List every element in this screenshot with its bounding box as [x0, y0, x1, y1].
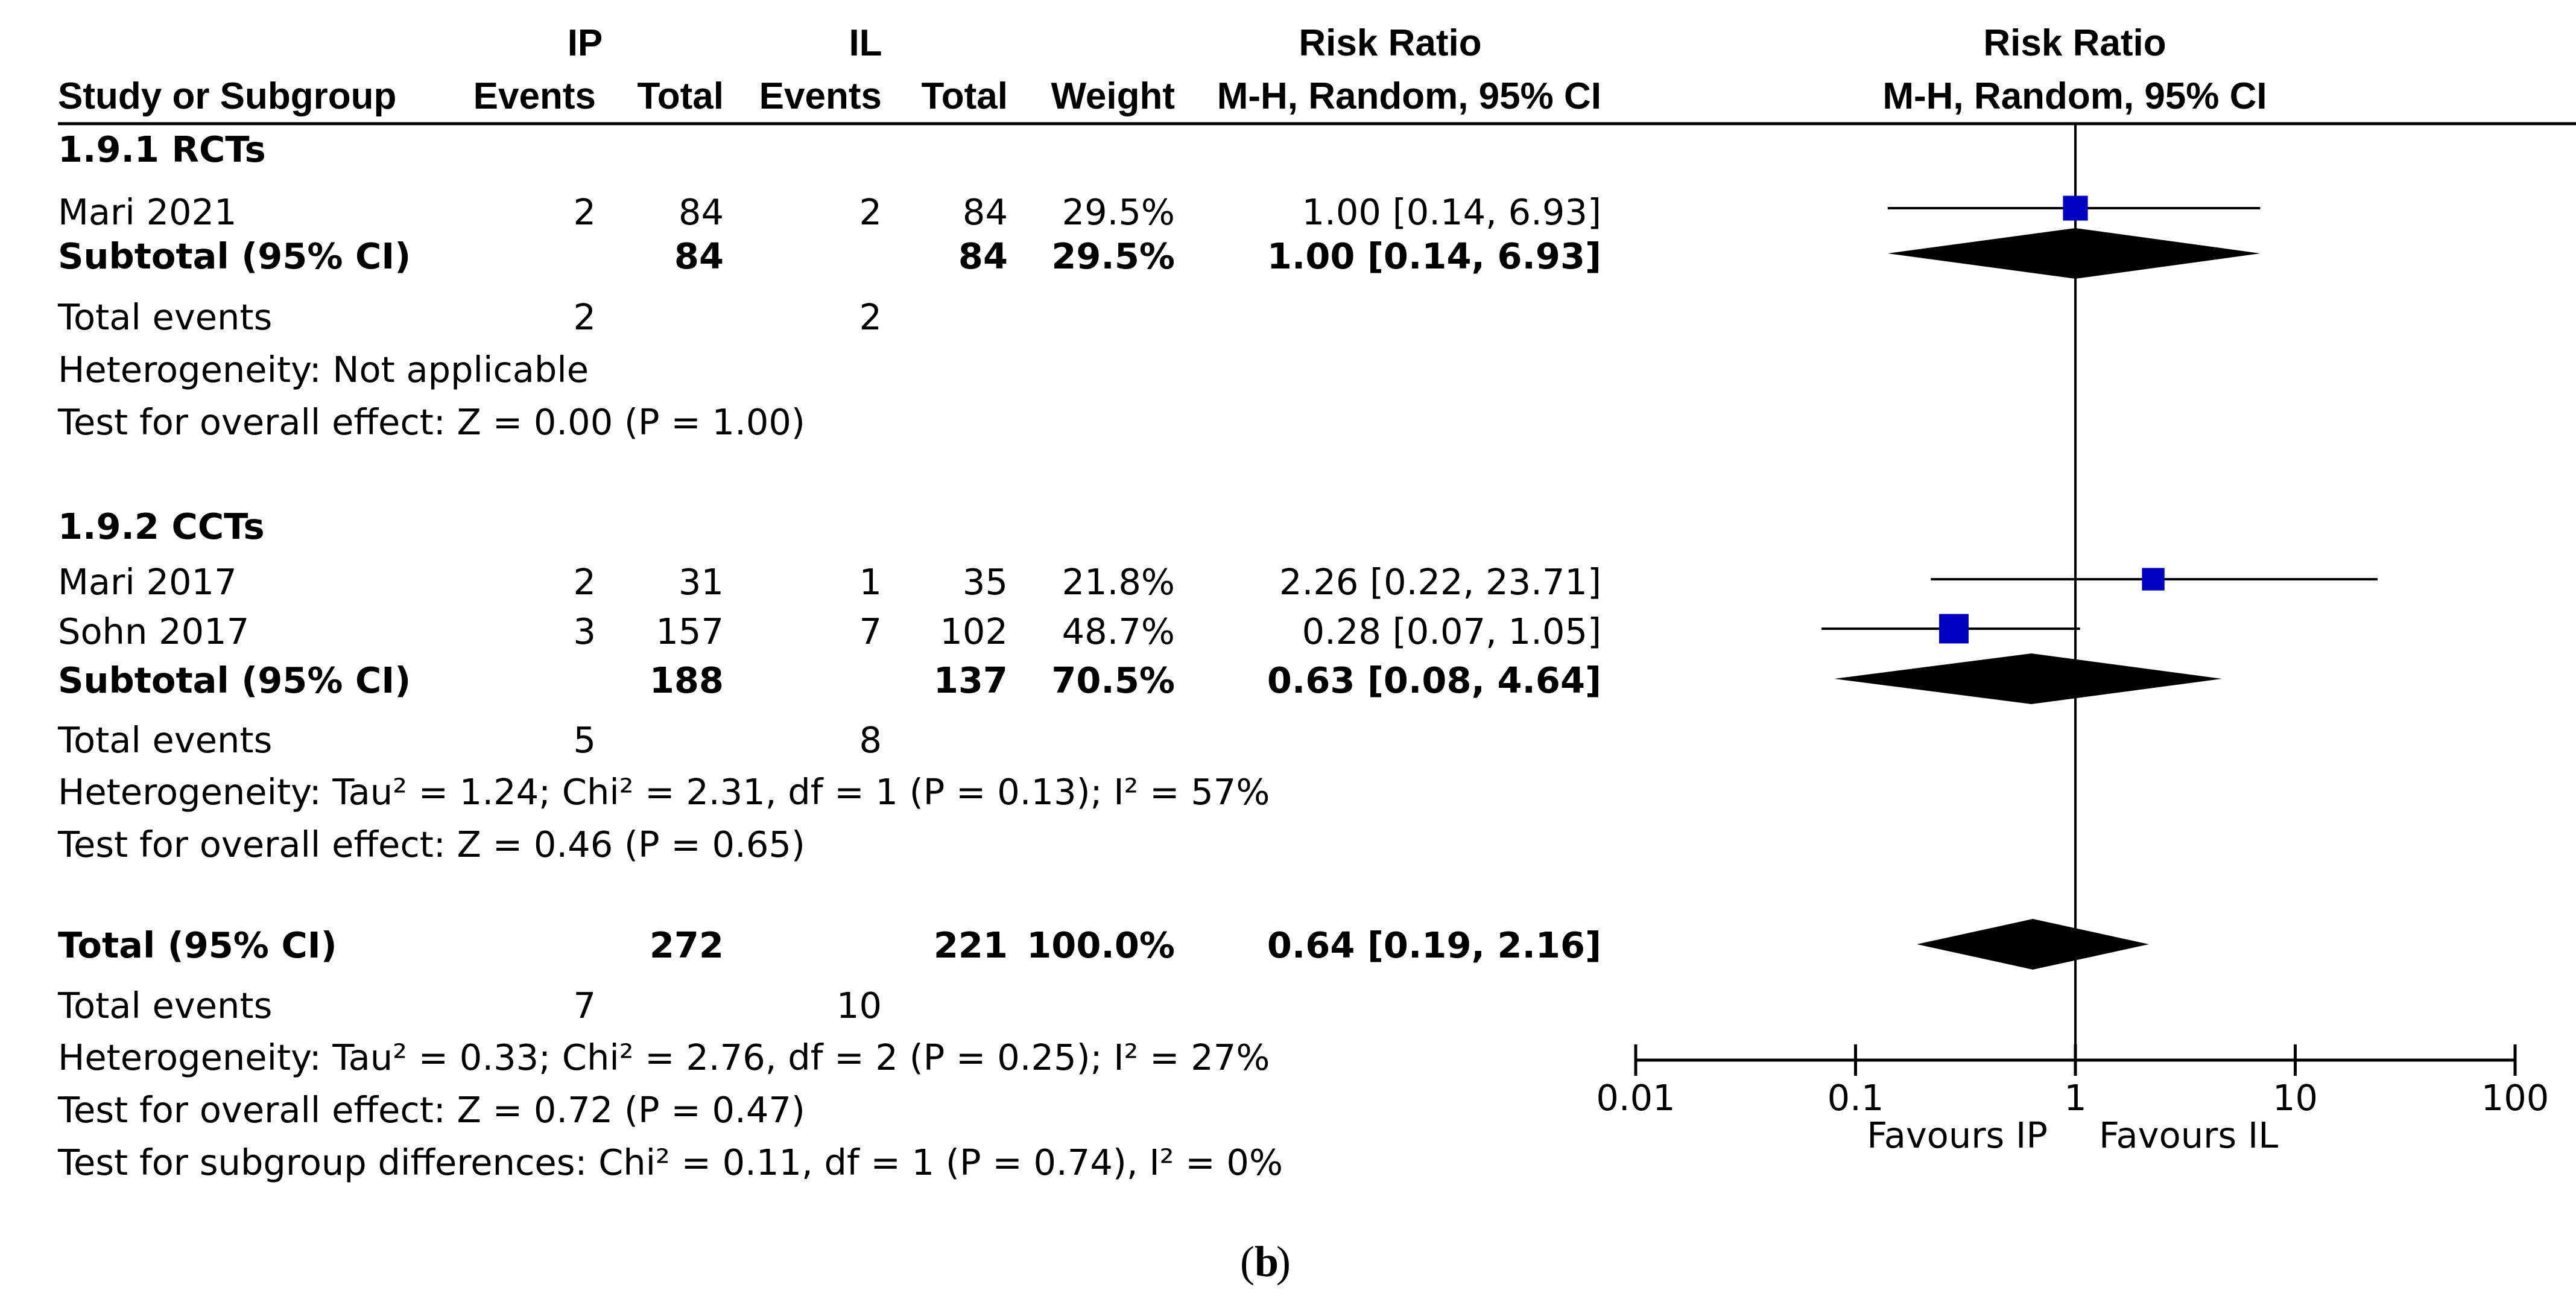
il-events: 1 [859, 561, 882, 603]
study-name: Mari 2021 [58, 191, 237, 233]
study-name: Sohn 2017 [58, 611, 249, 652]
weight-header: Weight [1051, 75, 1176, 117]
heterogeneity-text: Heterogeneity: Tau² = 1.24; Chi² = 2.31,… [58, 771, 1270, 813]
heterogeneity-text: Heterogeneity: Not applicable [58, 349, 589, 390]
effect-method-header: M-H, Random, 95% CI [1217, 75, 1601, 117]
subtotal-label: Subtotal (95% CI) [58, 659, 411, 701]
plot-title: Risk Ratio [1983, 22, 2166, 64]
subtotal-row: Subtotal (95% CI) 84 84 29.5% 1.00 [0.14… [58, 235, 1601, 277]
group1-label: IP [568, 22, 603, 64]
subtotal-effect: 0.63 [0.08, 4.64] [1267, 659, 1601, 701]
overall-effect-text: Test for overall effect: Z = 0.00 (P = 1… [57, 401, 805, 443]
total-weight: 100.0% [1027, 924, 1175, 966]
il-total: 102 [940, 611, 1008, 652]
plot-method-header: M-H, Random, 95% CI [1882, 75, 2267, 117]
ip-subtotal: 188 [650, 659, 724, 701]
ip-subtotal: 84 [674, 235, 724, 277]
study-name: Mari 2017 [58, 561, 237, 603]
effect-ci: 2.26 [0.22, 23.71] [1279, 561, 1601, 603]
study-marker [2142, 568, 2165, 591]
study-row: Mari 2021 2 84 2 84 29.5% 1.00 [0.14, 6.… [58, 191, 1601, 233]
il-events-header: Events [759, 75, 882, 117]
subtotal-label: Subtotal (95% CI) [58, 235, 411, 277]
ip-total: 157 [656, 611, 724, 652]
group2-label: IL [849, 22, 882, 64]
heterogeneity-text: Heterogeneity: Tau² = 0.33; Chi² = 2.76,… [58, 1037, 1270, 1078]
subtotal-effect: 1.00 [0.14, 6.93] [1267, 235, 1601, 277]
axis-tick-label: 0.1 [1828, 1077, 1884, 1119]
ip-total-header: Total [638, 75, 724, 117]
ip-events: 2 [573, 561, 596, 603]
overall-effect-text: Test for overall effect: Z = 0.72 (P = 0… [57, 1089, 805, 1131]
il-events: 7 [859, 611, 882, 652]
weight-value: 29.5% [1062, 191, 1175, 233]
plot-area: 0.01 0.1 1 10 100 Favours IP Favours IL [1596, 124, 2549, 1156]
pooled-diamond [1834, 653, 2222, 704]
pooled-diamond [1887, 228, 2261, 279]
ip-total: 31 [679, 561, 724, 603]
weight-value: 48.7% [1062, 611, 1175, 652]
axis-tick-label: 10 [2273, 1077, 2318, 1119]
study-row: Sohn 2017 3 157 7 102 48.7% 0.28 [0.07, … [58, 611, 1601, 652]
subgroup-differences-text: Test for subgroup differences: Chi² = 0.… [57, 1142, 1283, 1183]
il-subtotal: 137 [934, 659, 1008, 701]
ip-grand-total: 272 [650, 924, 724, 966]
axis-tick-label: 0.01 [1596, 1077, 1675, 1119]
effect-ci: 1.00 [0.14, 6.93] [1302, 191, 1601, 233]
effect-ci: 0.28 [0.07, 1.05] [1302, 611, 1601, 652]
x-axis: 0.01 0.1 1 10 100 [1596, 1044, 2549, 1119]
ip-total-events: 2 [573, 296, 596, 338]
il-grand-total: 221 [934, 924, 1008, 966]
subgroup-title: 1.9.1 RCTs [58, 129, 266, 170]
favours-right-label: Favours IL [2099, 1114, 2278, 1156]
study-marker [2063, 195, 2088, 221]
caption-letter: b [1255, 1237, 1279, 1286]
il-total-header: Total [922, 75, 1008, 117]
study-marker [1939, 614, 1969, 644]
overall-total: Total (95% CI) 272 221 100.0% 0.64 [0.19… [57, 924, 1601, 1183]
subgroup-title: 1.9.2 CCTs [58, 506, 265, 547]
table-header: IP IL Risk Ratio Risk Ratio Study or Sub… [58, 22, 2576, 125]
subgroup-rcts: 1.9.1 RCTs Mari 2021 2 84 2 84 29.5% 1.0… [57, 129, 1601, 443]
il-total-events: 10 [837, 985, 882, 1026]
subtotal-row: Subtotal (95% CI) 188 137 70.5% 0.63 [0.… [58, 659, 1601, 701]
study-column-header: Study or Subgroup [58, 75, 396, 117]
subgroup-ccts: 1.9.2 CCTs Mari 2017 2 31 1 35 21.8% 2.2… [57, 506, 1601, 865]
il-total: 35 [963, 561, 1008, 603]
subtotal-weight: 70.5% [1051, 659, 1175, 701]
il-total-events: 2 [859, 296, 882, 338]
effect-column-title: Risk Ratio [1299, 22, 1481, 64]
figure-caption: ( b ) [1240, 1237, 1291, 1286]
ip-total-events: 5 [573, 719, 596, 761]
favours-left-label: Favours IP [1867, 1114, 2048, 1156]
ip-events: 2 [573, 191, 596, 233]
subtotal-weight: 29.5% [1051, 235, 1175, 277]
study-row: Mari 2017 2 31 1 35 21.8% 2.26 [0.22, 23… [58, 561, 1601, 603]
il-total: 84 [963, 191, 1008, 233]
total-events-label: Total events [57, 296, 272, 338]
il-subtotal: 84 [958, 235, 1008, 277]
il-events: 2 [859, 191, 882, 233]
ip-events-header: Events [473, 75, 596, 117]
pooled-diamond [1917, 919, 2149, 970]
total-events-label: Total events [57, 985, 272, 1026]
total-row: Total (95% CI) 272 221 100.0% 0.64 [0.19… [58, 924, 1601, 966]
total-events-label: Total events [57, 719, 272, 761]
total-effect: 0.64 [0.19, 2.16] [1267, 924, 1601, 966]
axis-tick-label: 1 [2064, 1077, 2087, 1119]
axis-tick-label: 100 [2481, 1077, 2549, 1119]
weight-value: 21.8% [1062, 561, 1175, 603]
il-total-events: 8 [859, 719, 882, 761]
caption-close: ) [1276, 1237, 1291, 1286]
overall-effect-text: Test for overall effect: Z = 0.46 (P = 0… [57, 824, 805, 865]
ip-total: 84 [679, 191, 724, 233]
caption-open: ( [1240, 1237, 1255, 1286]
ip-total-events: 7 [573, 985, 596, 1026]
ip-events: 3 [573, 611, 596, 652]
total-label: Total (95% CI) [58, 924, 337, 966]
